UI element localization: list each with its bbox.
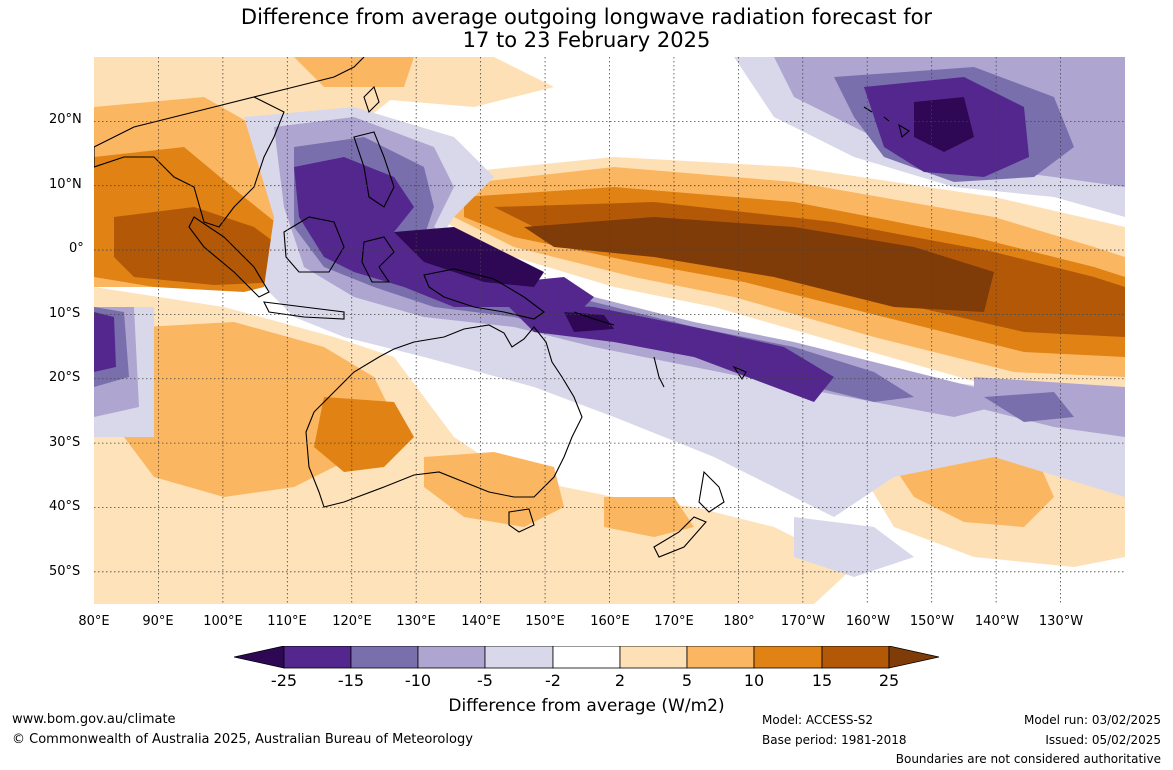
lon-label-160e: 160°E <box>590 614 630 629</box>
philippines-coast <box>353 131 395 208</box>
colorbar-label: Difference from average (W/m2) <box>448 696 725 716</box>
anomaly-positive-extreme <box>524 217 994 312</box>
lat-label-30s: 30°S <box>49 435 81 450</box>
tasmania-coast <box>508 508 535 533</box>
new-zealand-coast <box>653 470 725 558</box>
lon-label-150w: 150°W <box>909 614 955 629</box>
lat-label-50s: 50°S <box>49 564 81 579</box>
coastlines <box>94 57 910 558</box>
lon-label-90e: 90°E <box>142 614 174 629</box>
lon-label-140w: 140°W <box>974 614 1020 629</box>
asia-mainland-coast <box>94 96 285 228</box>
lon-label-120e: 120°E <box>332 614 372 629</box>
colorbar-swatch-7 <box>686 646 755 669</box>
colorbar-swatch-2 <box>350 646 419 669</box>
sumatra-coast <box>188 216 270 298</box>
hawaii-coast <box>863 106 910 138</box>
lon-label-170w: 170°W <box>780 614 826 629</box>
model-name: Model: ACCESS-S2 <box>762 713 874 727</box>
new-guinea-coast <box>423 268 545 320</box>
colorbar-swatch-5 <box>552 646 621 669</box>
boundaries-disclaimer: Boundaries are not considered authoritat… <box>895 752 1161 766</box>
lon-label-130w: 130°W <box>1038 614 1084 629</box>
copyright-text: © Commonwealth of Australia 2025, Austra… <box>12 732 473 747</box>
issued-date: Issued: 05/02/2025 <box>1045 733 1161 747</box>
colorbar-tick-3: -10 <box>404 671 432 690</box>
lat-label-10s: 10°S <box>49 306 81 321</box>
colorbar-tick-4: -5 <box>477 671 493 690</box>
lon-label-160w: 160°W <box>845 614 891 629</box>
colorbar-tick-1: -25 <box>270 671 298 690</box>
olr-anomaly-map <box>94 57 1125 604</box>
lon-label-100e: 100°E <box>203 614 243 629</box>
colorbar-tick-6: 2 <box>614 671 626 690</box>
colorbar-extend-low <box>234 646 285 669</box>
colorbar-extend-high <box>888 646 940 669</box>
graticule <box>94 57 1125 604</box>
java-coast <box>263 301 345 320</box>
vanuatu-coast <box>653 356 665 388</box>
borneo-coast <box>283 216 345 273</box>
lon-label-80e: 80°E <box>78 614 110 629</box>
sulawesi-coast <box>361 236 395 283</box>
map-title-line2: 17 to 23 February 2025 <box>462 28 711 52</box>
china-coast <box>253 57 365 98</box>
colorbar-tick-10: 25 <box>878 671 900 690</box>
colorbar-tick-7: 5 <box>681 671 693 690</box>
anomaly-negative-extreme <box>394 97 974 332</box>
lat-label-40s: 40°S <box>49 499 81 514</box>
colorbar <box>234 646 940 669</box>
colorbar-swatch-1 <box>283 646 352 669</box>
lon-label-140e: 140°E <box>461 614 501 629</box>
solomon-islands-coast <box>573 311 615 326</box>
model-run-date: Model run: 03/02/2025 <box>1023 713 1161 727</box>
colorbar-tick-5: -2 <box>545 671 561 690</box>
lon-label-130e: 130°E <box>396 614 436 629</box>
lon-label-110e: 110°E <box>267 614 307 629</box>
lon-label-180: 180° <box>723 614 755 629</box>
colorbar-tick-9: 15 <box>811 671 833 690</box>
colorbar-swatch-8 <box>753 646 823 669</box>
lat-label-20n: 20°N <box>49 112 82 127</box>
lon-label-150e: 150°E <box>525 614 565 629</box>
colorbar-tick-2: -15 <box>337 671 365 690</box>
lat-label-10n: 10°N <box>49 177 82 192</box>
colorbar-swatch-9 <box>821 646 890 669</box>
colorbar-swatch-3 <box>417 646 486 669</box>
colorbar-swatch-4 <box>484 646 554 669</box>
colorbar-swatch-6 <box>619 646 688 669</box>
taiwan-coast <box>363 85 380 114</box>
colorbar-tick-8: 10 <box>743 671 765 690</box>
map-title-line1: Difference from average outgoing longwav… <box>240 5 933 29</box>
base-period: Base period: 1981-2018 <box>762 733 907 747</box>
australia-coast <box>305 324 583 508</box>
lat-label-20s: 20°S <box>49 370 81 385</box>
lon-label-170e: 170°E <box>654 614 694 629</box>
lat-label-equator: 0° <box>69 241 84 256</box>
bom-website-link[interactable]: www.bom.gov.au/climate <box>12 712 176 727</box>
